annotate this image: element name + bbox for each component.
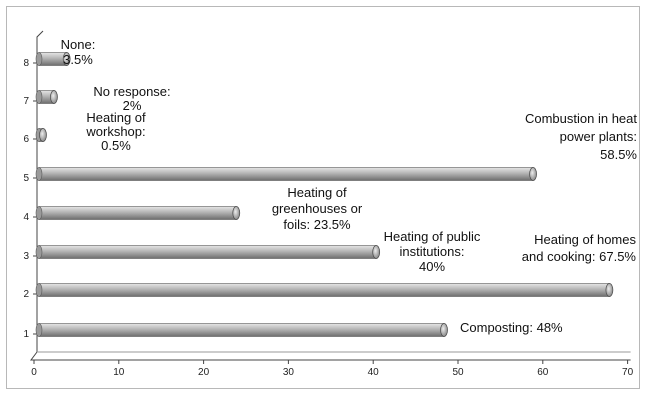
data-label-line: 3.5% <box>63 52 93 67</box>
data-label: None: 3.5% <box>61 37 96 67</box>
bar-body <box>38 206 237 220</box>
data-label-line: and cooking: 67.5% <box>522 249 637 264</box>
bar-end-cap <box>605 283 614 297</box>
data-label-line: greenhouses or <box>272 201 363 216</box>
bar <box>35 245 381 259</box>
data-label: Heating of greenhouses or foils: 23.5% <box>272 185 363 232</box>
data-label: Heating of workshop: 0.5% <box>85 110 146 153</box>
bar <box>35 323 448 337</box>
bar <box>35 206 241 220</box>
bar-body <box>38 167 534 181</box>
x-tick-label: 70 <box>622 367 634 378</box>
x-tick-label: 30 <box>283 367 295 378</box>
bar <box>35 283 614 297</box>
y-tick-label: 4 <box>23 212 29 223</box>
data-label-line: 58.5% <box>600 147 637 162</box>
y-tick-label: 7 <box>23 96 29 107</box>
bar-body <box>38 283 610 297</box>
bar-body <box>38 323 445 337</box>
y-tick-label: 3 <box>23 251 29 262</box>
bar-start-cap <box>35 283 43 297</box>
y-tick-label: 1 <box>23 329 29 340</box>
x-tick-label: 50 <box>452 367 464 378</box>
chart-frame <box>6 6 640 389</box>
bar-body <box>38 245 377 259</box>
bar-end-cap <box>232 206 241 220</box>
data-label-line: Combustion in heat <box>525 111 637 126</box>
data-label-line: 2% <box>123 98 142 113</box>
bar-end-cap <box>440 323 448 337</box>
bar-start-cap <box>35 323 43 337</box>
x-tick-label: 0 <box>31 367 37 378</box>
x-tick-label: 10 <box>113 367 125 378</box>
data-label-line: Heating of public <box>384 229 481 244</box>
data-label-line: institutions: <box>399 244 464 259</box>
x-tick-label: 40 <box>368 367 380 378</box>
data-label: Combustion in heat power plants: 58.5% <box>525 111 637 162</box>
bar-start-cap <box>35 206 43 220</box>
data-label: Heating of homes and cooking: 67.5% <box>522 232 637 264</box>
bar <box>35 90 58 104</box>
y-tick-label: 8 <box>23 58 29 69</box>
bar-start-cap <box>35 167 43 181</box>
bar-start-cap <box>35 245 43 259</box>
data-label: Heating of public institutions: 40% <box>384 229 481 274</box>
bar-end-cap <box>529 167 537 181</box>
data-label-line: Composting: 48% <box>460 320 563 335</box>
data-label: No response: 2% <box>93 84 170 113</box>
data-label-line: None: <box>61 37 96 52</box>
data-label-line: Heating of homes <box>534 232 636 247</box>
data-label-line: No response: <box>93 84 170 99</box>
bar-end-cap <box>50 90 58 104</box>
data-label-line: Heating of <box>287 185 347 200</box>
data-label-line: power plants: <box>560 129 637 144</box>
data-label-line: 0.5% <box>101 138 131 153</box>
bar-end-cap <box>62 52 71 66</box>
bar <box>35 167 537 181</box>
y-tick-label: 5 <box>23 173 29 184</box>
y-tick-label: 6 <box>23 134 29 145</box>
x-tick-label: 60 <box>537 367 549 378</box>
data-label: Composting: 48% <box>460 320 563 335</box>
data-label-line: 40% <box>419 259 445 274</box>
y-tick-label: 2 <box>23 289 29 300</box>
bar-start-cap <box>35 52 43 66</box>
data-label-line: Heating of <box>86 110 146 125</box>
x-tick-label: 20 <box>198 367 210 378</box>
bar <box>35 128 47 142</box>
bar <box>35 52 71 66</box>
bar-end-cap <box>39 128 47 142</box>
data-label-line: foils: 23.5% <box>283 217 351 232</box>
data-label-line: workshop: <box>85 124 145 139</box>
bar-start-cap <box>35 90 43 104</box>
bar-end-cap <box>372 245 381 259</box>
x-axis-line <box>30 351 631 361</box>
y-axis-line <box>36 30 44 352</box>
